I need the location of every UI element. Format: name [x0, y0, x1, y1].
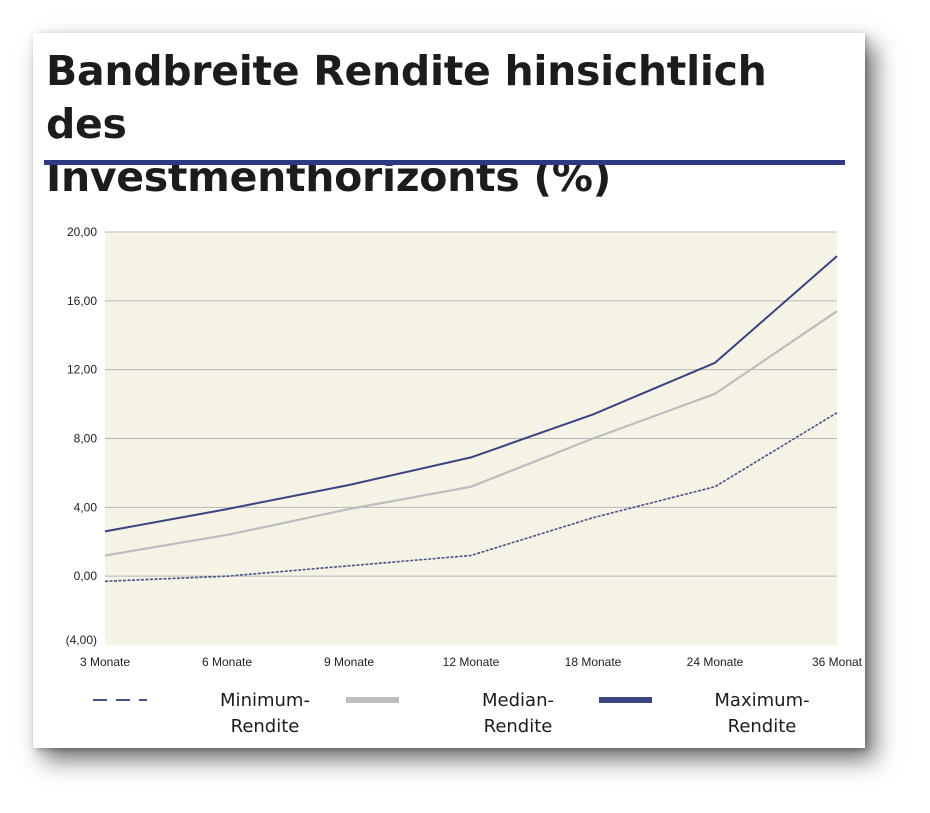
y-tick-label: 16,00 [67, 294, 97, 308]
series-line-median [104, 310, 838, 557]
title-underline [44, 160, 845, 165]
y-tick-label: (4,00) [66, 633, 97, 647]
x-tick-label: 3 Monate [80, 655, 130, 669]
y-tick-label: 8,00 [74, 432, 98, 446]
x-tick-label: 18 Monate [565, 655, 622, 669]
line-chart: 20,00 16,00 12,00 8,00 4,00 0,00 (4,00) 3 Monat… [66, 225, 863, 703]
chart-card: Bandbreite Rendite hinsichtlich des Inve… [33, 33, 865, 748]
legend-label-maximum: Maximum- Rendite [714, 690, 810, 737]
legend-label-median: Median- Rendite [482, 690, 554, 737]
x-tick-label: 9 Monate [324, 655, 374, 669]
x-tick-label: 24 Monate [687, 655, 744, 669]
y-tick-label: 0,00 [74, 569, 98, 583]
series-line-minimum [104, 412, 838, 583]
x-tick-label: 12 Monate [443, 655, 500, 669]
y-tick-label: 12,00 [67, 363, 97, 377]
x-tick-label: 36 Monat [812, 655, 863, 669]
y-tick-label: 4,00 [74, 500, 98, 514]
chart-title-line1: Bandbreite Rendite hinsichtlich des [46, 47, 767, 148]
legend-label-minimum: Minimum- Rendite [220, 690, 310, 737]
series-line-maximum [104, 255, 838, 533]
x-tick-label: 6 Monate [202, 655, 252, 669]
y-tick-label: 20,00 [67, 225, 97, 239]
